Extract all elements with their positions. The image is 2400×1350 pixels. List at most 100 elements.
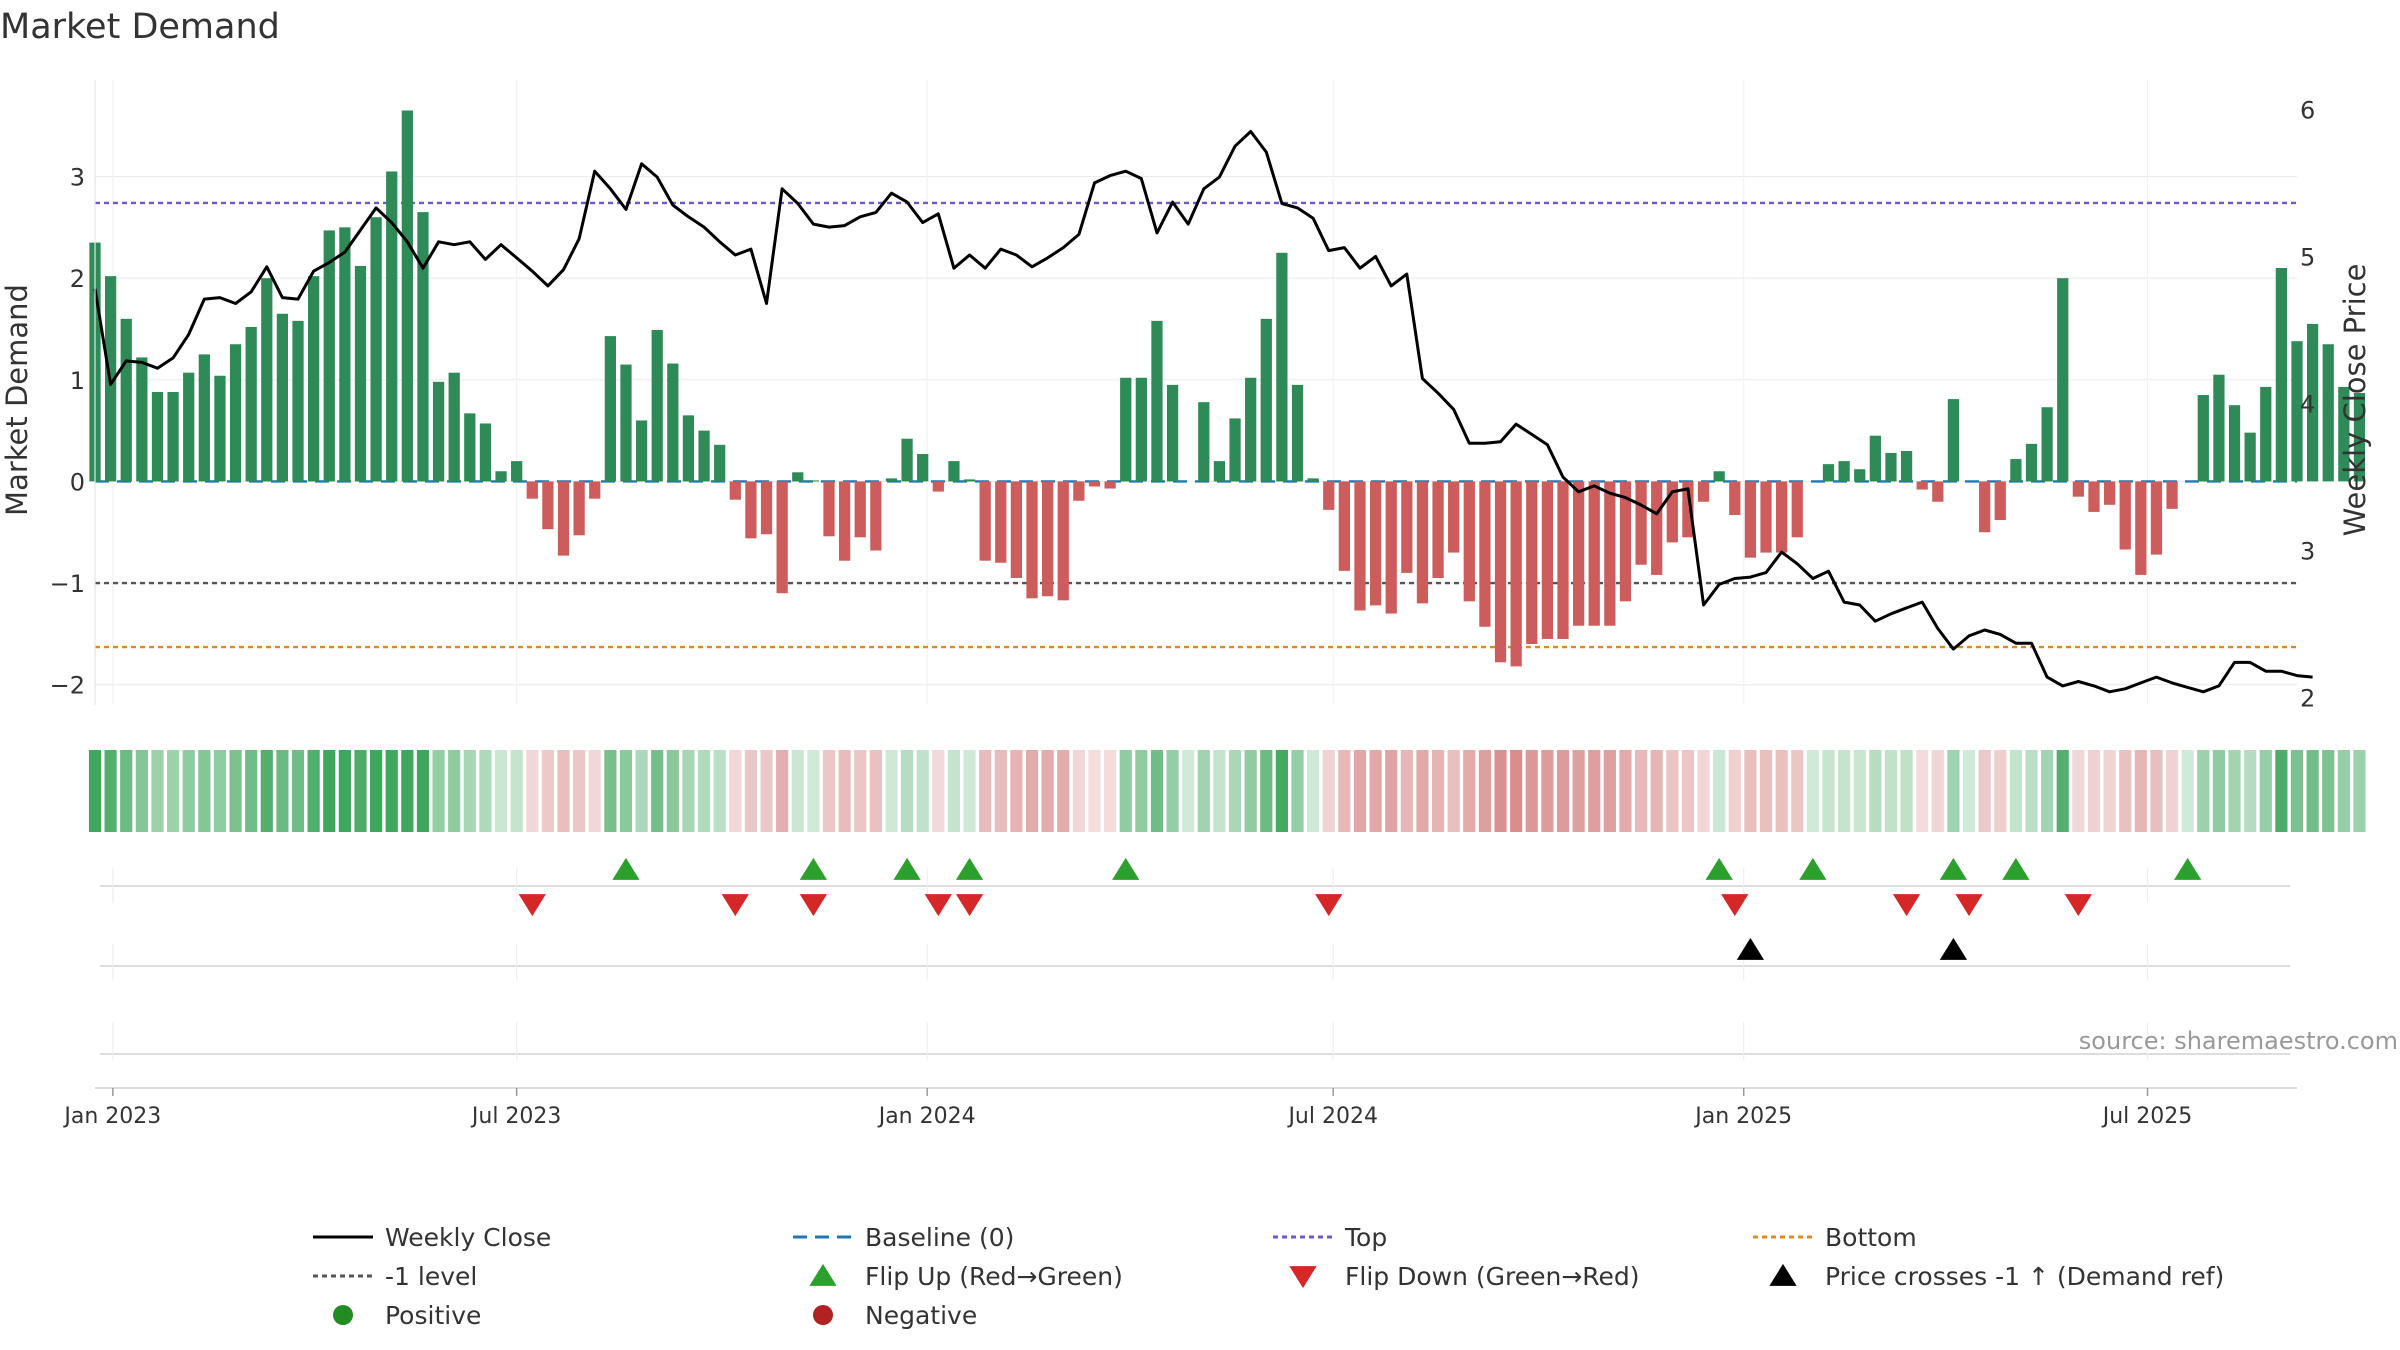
demand-bar xyxy=(1323,481,1335,510)
heat-cell xyxy=(1775,750,1788,832)
demand-bar xyxy=(1416,481,1429,604)
demand-bar xyxy=(870,481,882,551)
legend-label: Flip Up (Red→Green) xyxy=(865,1262,1123,1291)
heat-cell xyxy=(2228,750,2241,832)
flip-down-marker xyxy=(1721,894,1749,917)
demand-bar xyxy=(1151,320,1163,482)
x-tick-label: Jul 2025 xyxy=(2101,1104,2193,1129)
demand-bar xyxy=(2025,443,2038,482)
demand-bar xyxy=(386,171,398,482)
heat-cell xyxy=(854,750,867,832)
demand-bar xyxy=(1042,481,1054,597)
demand-bar xyxy=(1120,377,1132,482)
demand-bar xyxy=(2150,481,2163,555)
heat-cell xyxy=(1572,750,1585,832)
heat-cell xyxy=(2041,750,2054,832)
heat-cell xyxy=(2259,750,2272,832)
demand-bar xyxy=(651,330,663,482)
demand-bar xyxy=(1260,318,1272,482)
heat-cell xyxy=(1838,750,1851,832)
heat-cell xyxy=(338,750,351,832)
flip-up-marker xyxy=(1799,857,1827,880)
heat-cell xyxy=(2150,750,2163,832)
heat-cell xyxy=(2212,750,2226,832)
legend-label: Flip Down (Green→Red) xyxy=(1345,1262,1640,1291)
demand-bar xyxy=(948,461,960,482)
heat-cell xyxy=(2337,750,2350,832)
y-tick-label: 0 xyxy=(70,468,85,496)
heat-cell xyxy=(744,750,758,832)
demand-bar xyxy=(1338,481,1350,571)
demand-bar xyxy=(745,481,757,539)
heat-cell xyxy=(229,750,242,832)
heat-cell xyxy=(2072,750,2085,832)
heat-cell xyxy=(807,750,820,832)
demand-bar xyxy=(167,391,179,482)
heat-cell xyxy=(713,750,726,832)
demand-bar xyxy=(2260,386,2272,482)
demand-bar xyxy=(1401,481,1413,573)
heat-cell xyxy=(1447,750,1460,832)
heat-cell xyxy=(1994,750,2007,832)
y-tick-label: 3 xyxy=(70,164,85,192)
heat-cell xyxy=(1916,750,1929,832)
heat-cell xyxy=(1650,750,1663,832)
demand-bar xyxy=(1729,481,1741,515)
demand-bar xyxy=(229,344,242,482)
flip-up-marker xyxy=(612,857,640,880)
demand-bar xyxy=(1385,481,1397,614)
signal-rows xyxy=(100,857,2290,1060)
heat-cell xyxy=(1104,750,1117,832)
legend-swatch xyxy=(333,1305,353,1325)
heat-cell xyxy=(1853,750,1866,832)
demand-bar xyxy=(1494,481,1507,663)
heat-cell xyxy=(2322,750,2335,832)
heat-cell xyxy=(776,750,789,832)
demand-bar xyxy=(495,471,507,482)
heat-cell xyxy=(635,750,648,832)
x-tick-label: Jan 2025 xyxy=(1693,1104,1792,1129)
demand-bar xyxy=(729,481,741,500)
demand-bar xyxy=(635,420,648,482)
demand-bar xyxy=(1198,402,1210,482)
y2-axis-label: Weekly Close Price xyxy=(2338,264,2372,537)
legend-swatch xyxy=(813,1305,833,1325)
demand-bar xyxy=(995,481,1007,563)
demand-bar xyxy=(698,430,710,482)
demand-bar xyxy=(261,278,273,482)
heat-cell xyxy=(1759,750,1773,832)
flip-down-marker xyxy=(924,894,952,917)
flip-down-marker xyxy=(955,894,984,917)
demand-bar xyxy=(2197,395,2209,482)
demand-bar xyxy=(573,481,585,536)
demand-bar xyxy=(917,453,929,482)
demand-bar xyxy=(1791,481,1803,538)
demand-bar xyxy=(1307,478,1319,482)
heat-cell xyxy=(1666,750,1679,832)
heat-cell xyxy=(416,750,430,832)
heat-cell xyxy=(1478,750,1492,832)
demand-bar xyxy=(1776,481,1788,553)
heat-cell xyxy=(1197,750,1210,832)
demand-bar xyxy=(339,227,351,482)
heat-cell xyxy=(2025,750,2038,832)
legend-label: Positive xyxy=(385,1301,481,1330)
demand-bar xyxy=(1057,481,1069,601)
demand-bar xyxy=(1838,461,1850,482)
x-tick-label: Jan 2024 xyxy=(877,1104,976,1129)
heat-cell xyxy=(1041,750,1054,832)
demand-bar xyxy=(2306,323,2319,482)
demand-bar xyxy=(1541,481,1554,639)
demand-bar xyxy=(2353,393,2366,482)
heat-cell xyxy=(2134,750,2147,832)
demand-bar xyxy=(323,230,335,482)
heat-cell xyxy=(1431,750,1445,832)
heat-cell xyxy=(1962,750,1976,832)
demand-bar xyxy=(2338,386,2350,482)
demand-bar xyxy=(1572,481,1585,626)
demand-bar xyxy=(1479,481,1491,627)
heat-cell xyxy=(916,750,929,832)
demand-bar xyxy=(1697,481,1710,502)
x-tick-label: Jul 2024 xyxy=(1286,1104,1378,1129)
flip-up-marker xyxy=(1705,857,1733,880)
